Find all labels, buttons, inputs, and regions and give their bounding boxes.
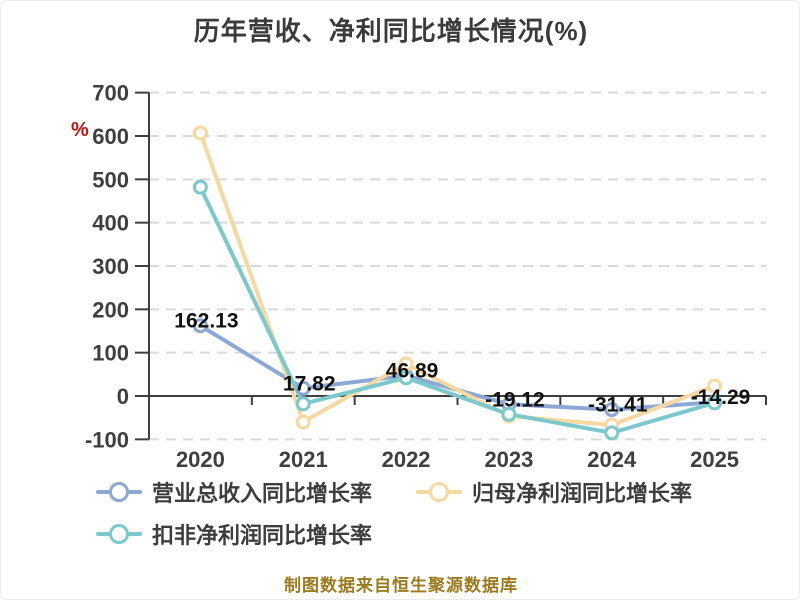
data-point-marker-s2: [295, 396, 311, 412]
data-source-note: 制图数据来自恒生聚源数据库: [284, 576, 518, 595]
y-axis-tick-label: 600: [92, 124, 129, 149]
legend-item-net-profit-growth: 归母净利润同比增长率: [416, 479, 693, 506]
x-axis-tick-label: 2021: [279, 447, 328, 472]
data-point-marker-s0: [192, 318, 208, 334]
data-point-label: 46.89: [386, 360, 439, 383]
x-axis-tick-label: 2020: [176, 447, 225, 472]
series-line-1: [198, 130, 717, 428]
y-axis-unit-label: %: [71, 119, 89, 141]
y-axis-tick-label: 300: [92, 254, 129, 279]
line-chart-canvas: 700 600 500 400 300 200 100 0 -100 2020 2021 2022 20…: [85, 81, 767, 472]
legend-circle-marker-icon: [429, 482, 449, 502]
data-point-marker-s2: [398, 370, 414, 386]
data-point-marker-s1: [192, 125, 208, 141]
y-axis-tick-label: 500: [92, 167, 129, 192]
y-axis-tick-label: 100: [92, 341, 129, 366]
data-point-label: -19.12: [485, 388, 545, 411]
y-axis-tick-label: 0: [117, 384, 129, 409]
legend-label-deducted-profit-growth: 扣非净利润同比增长率: [152, 523, 373, 548]
legend-circle-marker-icon: [109, 482, 129, 502]
data-point-label: -31.41: [588, 394, 648, 417]
x-axis-tick-label: 2024: [587, 447, 637, 472]
legend-line-marker-icon: [416, 482, 462, 502]
legend-circle-marker-icon: [109, 524, 129, 544]
x-axis-tick-label: 2022: [382, 447, 431, 472]
y-axis-tick-label: 400: [92, 211, 129, 236]
x-axis-tick-label: 2023: [484, 447, 533, 472]
data-point-marker-s2: [192, 179, 208, 195]
legend-line-marker-icon: [96, 482, 142, 502]
legend-label-net-profit-growth: 归母净利润同比增长率: [472, 481, 693, 506]
data-point-marker-s0: [295, 380, 311, 396]
data-point-label: 162.13: [174, 310, 238, 333]
legend-label-revenue-growth: 营业总收入同比增长率: [152, 481, 373, 506]
y-axis-tick-label: 200: [92, 297, 129, 322]
y-axis-tick-label: 700: [92, 81, 129, 106]
data-point-label: -14.29: [691, 386, 751, 409]
data-point-marker-s1: [398, 356, 414, 372]
legend-line-marker-icon: [96, 524, 142, 544]
data-point-marker-s0: [604, 402, 620, 418]
data-point-marker-s2: [501, 406, 517, 422]
data-point-marker-s1: [295, 414, 311, 430]
data-point-marker-s2: [604, 425, 620, 441]
y-axis-tick-label: -100: [85, 427, 129, 452]
legend-item-revenue-growth: 营业总收入同比增长率: [96, 479, 373, 506]
data-point-marker-s2: [707, 395, 723, 411]
x-axis-tick-label: 2025: [690, 447, 739, 472]
data-point-marker-s1: [707, 378, 723, 394]
legend-item-deducted-profit-growth: 扣非净利润同比增长率: [96, 521, 373, 548]
data-point-label: 17.82: [283, 372, 336, 395]
chart-title: 历年营收、净利同比增长情况(%): [193, 16, 589, 46]
series-line-2: [198, 185, 717, 435]
